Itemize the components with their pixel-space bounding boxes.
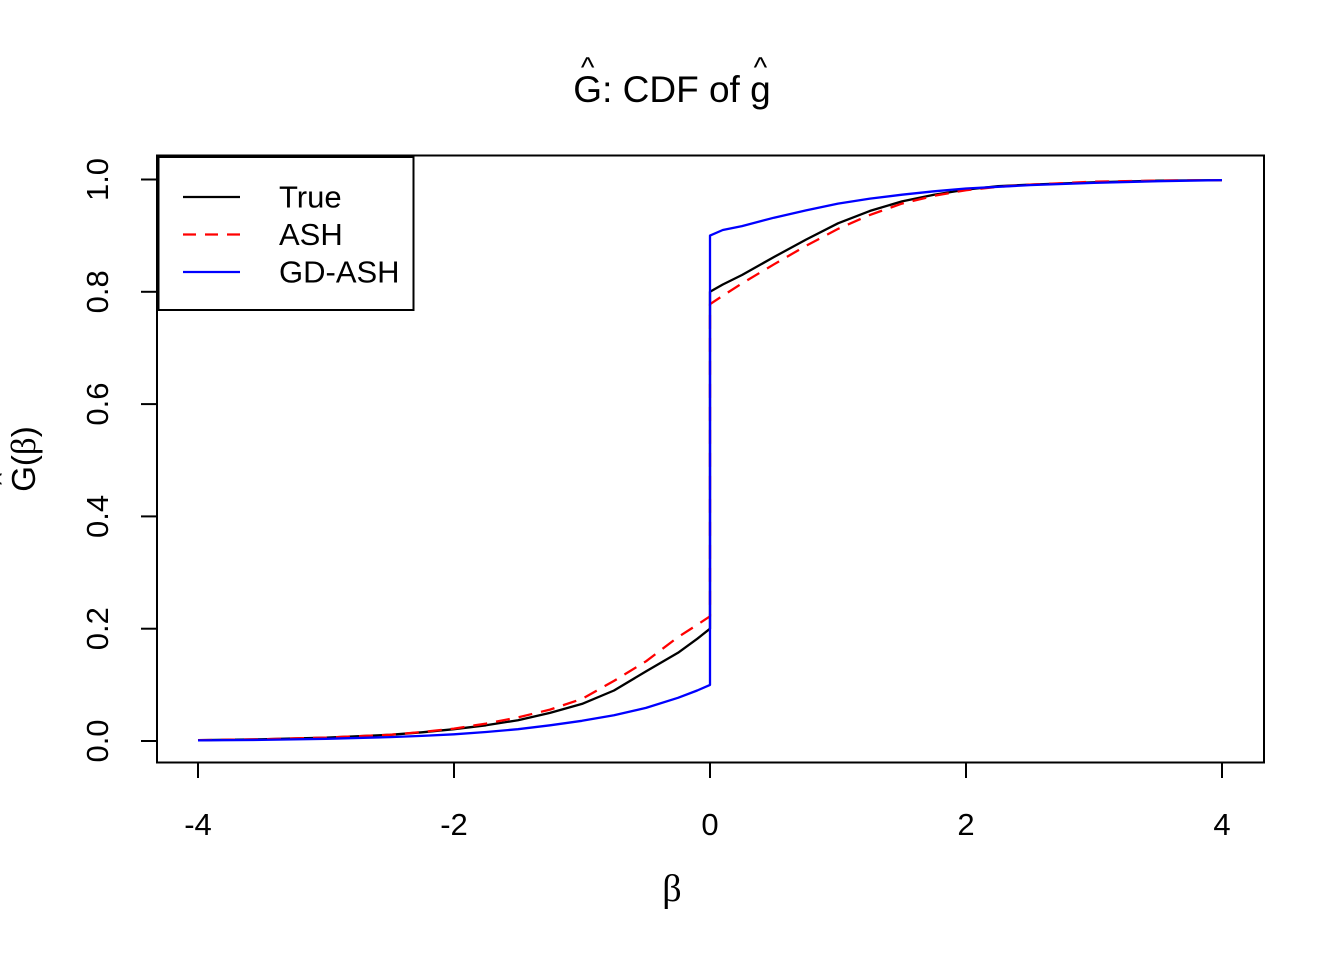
hat-accent: ^ — [753, 52, 768, 84]
curves-group — [197, 178, 1223, 742]
x-axis-tick-labels: -4 -2 0 2 4 — [184, 807, 1230, 842]
legend-label-gd-ash: GD-ASH — [279, 255, 400, 290]
legend: True ASH GD-ASH — [157, 156, 415, 311]
ylabel-paren-open: ( — [5, 455, 42, 467]
ylabel-beta-symbol: β — [4, 437, 43, 456]
y-axis-tick-labels: 0.0 0.2 0.4 0.6 0.8 1.0 — [80, 158, 115, 763]
x-axis-label: β — [0, 870, 1344, 908]
x-tick-label: -2 — [440, 807, 468, 842]
ylabel-paren-close: ) — [5, 426, 42, 438]
x-tick-label: 0 — [701, 807, 718, 842]
x-tick-label: 4 — [1213, 807, 1230, 842]
hat-accent: ^ — [0, 473, 16, 485]
y-tick-label: 0.6 — [80, 383, 115, 426]
y-tick-label: 0.2 — [80, 607, 115, 650]
x-axis-ticks — [197, 762, 1223, 778]
ylabel-g-hat: G^ — [0, 466, 45, 492]
legend-box — [157, 156, 415, 311]
y-tick-label: 0.8 — [80, 270, 115, 313]
title-mid-text: : CDF of — [602, 69, 751, 110]
title-g-hat: G ^ — [573, 54, 603, 112]
xlabel-beta-symbol: β — [662, 868, 682, 910]
y-axis-label: G^(β) — [0, 374, 45, 544]
legend-label-true: True — [279, 180, 342, 215]
y-axis-ticks — [141, 178, 157, 742]
title-letter-g: g — [750, 69, 771, 110]
x-tick-label: -4 — [184, 807, 212, 842]
legend-label-ash: ASH — [279, 217, 343, 252]
y-tick-label: 0.0 — [80, 719, 115, 762]
chart-title: G ^: CDF of g ^ — [0, 54, 1344, 112]
x-tick-label: 2 — [957, 807, 974, 842]
hat-accent: ^ — [580, 52, 595, 84]
y-tick-label: 0.4 — [80, 495, 115, 538]
title-g2-hat: g ^ — [750, 54, 771, 112]
curve-gd-ash — [197, 178, 1223, 742]
title-letter-G: G — [573, 69, 603, 110]
y-tick-label: 1.0 — [80, 158, 115, 201]
